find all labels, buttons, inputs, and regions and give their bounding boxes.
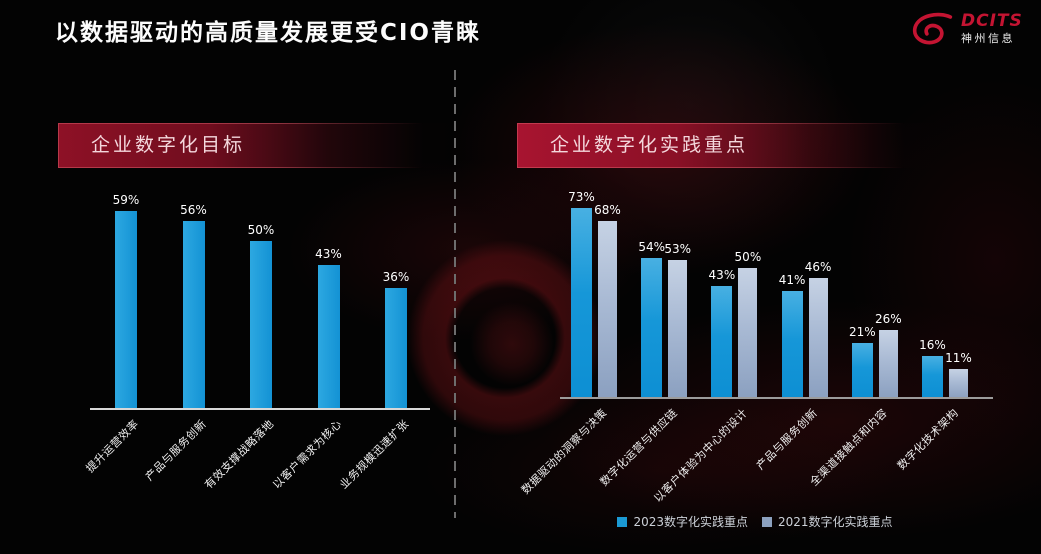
bar-2021 <box>808 278 828 398</box>
bar-2021 <box>878 330 898 398</box>
goal-bar <box>182 221 205 409</box>
practice-category-label-text: 数字化运营与供应链 <box>597 406 680 489</box>
bar-2023 <box>781 291 803 398</box>
goal-category-label-text: 业务规模迅速扩张 <box>337 417 412 492</box>
practice-category-label-text: 产品与服务创新 <box>753 406 821 473</box>
goal-value-label: 36% <box>382 270 410 284</box>
practice-chart-header: 企业数字化实践重点 <box>517 123 938 168</box>
vertical-divider <box>454 70 456 518</box>
value-label-2021: 53% <box>664 242 692 256</box>
bar-2021 <box>668 260 688 398</box>
bar-2023 <box>711 286 733 398</box>
chart-legend: 2023数字化实践重点 2021数字化实践重点 <box>517 513 993 530</box>
legend-swatch-2021 <box>762 516 772 527</box>
goal-value-label: 59% <box>112 193 140 207</box>
goal-bar <box>115 211 137 409</box>
value-label-2023: 41% <box>778 273 806 287</box>
legend-item-2023: 2023数字化实践重点 <box>617 513 748 530</box>
goal-value-label: 56% <box>180 203 207 217</box>
practice-x-axis <box>560 397 993 399</box>
goals-chart-header: 企业数字化目标 <box>58 123 455 168</box>
value-label-2021: 50% <box>734 250 762 264</box>
value-label-2023: 21% <box>848 325 876 339</box>
bar-2021 <box>949 369 968 398</box>
slide-title: 以数据驱动的高质量发展更受CIO青睐 <box>55 20 481 46</box>
value-label-2021: 26% <box>874 312 902 326</box>
legend-swatch-2023 <box>617 516 628 527</box>
value-label-2023: 73% <box>568 190 595 204</box>
practice-category-label-text: 数字化技术架构 <box>894 406 961 473</box>
dcits-logo: DCITS 神州信息 <box>910 10 1023 46</box>
legend-label-2021: 2021数字化实践重点 <box>778 515 893 529</box>
logo-swirl-icon <box>912 12 953 45</box>
goal-category-label-text: 产品与服务创新 <box>142 417 209 484</box>
value-label-2023: 16% <box>919 338 946 352</box>
goal-value-label: 50% <box>247 223 275 237</box>
logo-company-text: 神州信息 <box>961 31 1015 45</box>
value-label-2021: 46% <box>804 260 832 274</box>
practice-category-label-text: 数据驱动的洞察与决策 <box>518 406 610 497</box>
bar-2023 <box>571 208 592 398</box>
legend-label-2023: 2023数字化实践重点 <box>633 515 748 529</box>
value-label-2023: 54% <box>638 240 666 254</box>
goal-category-label-text: 以客户需求为核心 <box>269 417 344 492</box>
goal-category-label-text: 有效支撑战略落地 <box>202 417 277 492</box>
bar-2023 <box>641 258 663 398</box>
bar-2023 <box>851 343 873 398</box>
goal-category-label-text: 提升运营效率 <box>83 417 142 476</box>
bar-2023 <box>922 356 943 398</box>
value-label-2021: 68% <box>594 203 621 217</box>
practice-category-label-text: 全渠道接触点和内容 <box>807 406 891 489</box>
legend-item-2021: 2021数字化实践重点 <box>762 513 893 530</box>
goals-x-axis <box>90 408 430 410</box>
bar-2021 <box>738 268 758 398</box>
value-label-2023: 43% <box>708 268 736 282</box>
value-label-2021: 11% <box>945 351 972 365</box>
goal-bar <box>250 241 272 409</box>
goal-bar <box>317 265 340 409</box>
goal-value-label: 43% <box>315 247 342 261</box>
logo-brand-text: DCITS <box>961 10 1023 31</box>
bar-2021 <box>598 221 617 398</box>
goal-bar <box>385 288 407 409</box>
